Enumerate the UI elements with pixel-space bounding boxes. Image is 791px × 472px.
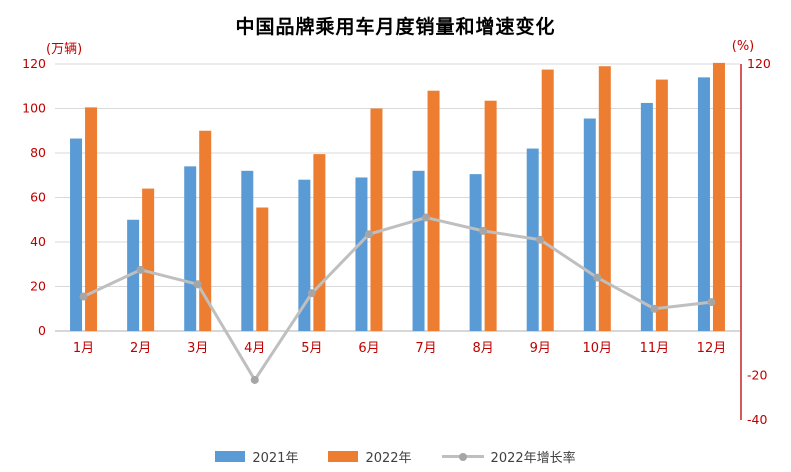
legend-swatch-2021	[215, 451, 246, 462]
bar-2021年-5月	[298, 179, 311, 331]
bar-2022年-7月	[427, 90, 440, 331]
bar-2021年-11月	[640, 102, 653, 331]
chart-title: 中国品牌乘用车月度销量和增速变化	[235, 16, 556, 38]
legend-line-marker-icon	[441, 452, 484, 461]
growth-rate-marker-6月	[364, 230, 373, 239]
bar-2022年-10月	[598, 66, 611, 331]
legend-label-2021: 2021年	[252, 451, 299, 466]
bar-2022年-5月	[313, 154, 326, 331]
legend-line-dot-icon	[458, 452, 467, 461]
bar-2021年-6月	[355, 177, 368, 331]
bar-2021年-7月	[412, 170, 425, 331]
bar-2022年-8月	[484, 100, 497, 332]
bar-2021年-1月	[70, 138, 83, 331]
growth-rate-line	[82, 216, 712, 382]
legend-item-2021: 2021年	[215, 447, 298, 466]
left-axis-tick-label: 100	[22, 101, 46, 116]
growth-rate-marker-1月	[79, 292, 88, 301]
growth-rate-marker-9月	[536, 235, 545, 244]
left-axis-tick-label: 40	[30, 234, 46, 249]
legend-item-growth-rate: 2022年增长率	[441, 447, 576, 466]
x-axis-label: 2月	[130, 341, 151, 356]
bar-2022年-6月	[370, 108, 383, 331]
left-axis-unit-label: (万辆)	[46, 42, 82, 57]
bar-2022年-4月	[256, 207, 269, 331]
right-axis-unit-label: (%)	[732, 39, 755, 54]
right-axis-tick-label: -20	[747, 368, 767, 383]
bar-2021年-10月	[583, 118, 596, 331]
left-axis-tick-label: 0	[38, 323, 46, 338]
x-axis-label: 8月	[472, 341, 493, 356]
growth-rate-marker-11月	[650, 304, 659, 313]
growth-rate-marker-5月	[307, 289, 316, 298]
left-axis-tick-label: 120	[22, 56, 46, 71]
bar-2021年-2月	[127, 219, 140, 331]
bar-2022年-12月	[712, 62, 725, 331]
x-axis-label: 12月	[697, 341, 727, 356]
left-axis-tick-label: 80	[30, 145, 46, 160]
bar-2022年-3月	[199, 130, 212, 331]
x-axis-label: 10月	[583, 341, 613, 356]
growth-rate-marker-3月	[193, 280, 202, 289]
legend-swatch-2022	[328, 451, 359, 462]
growth-rate-marker-7月	[422, 213, 431, 222]
x-axis-label: 6月	[358, 341, 379, 356]
legend-item-2022: 2022年	[328, 447, 412, 466]
legend-label-2022: 2022年	[365, 451, 412, 466]
legend: 2021年 2022年 2022年增长率	[0, 447, 791, 466]
bar-2021年-3月	[184, 166, 197, 331]
legend-label-growth-rate: 2022年增长率	[490, 451, 576, 466]
bar-2022年-11月	[655, 79, 668, 331]
bar-2021年-12月	[697, 77, 710, 331]
bar-2021年-4月	[241, 170, 254, 331]
bar-2021年-8月	[469, 174, 482, 331]
right-axis-tick-label: 120	[747, 56, 771, 71]
growth-rate-marker-12月	[707, 298, 716, 307]
bar-2022年-2月	[142, 188, 155, 331]
x-axis-label: 5月	[301, 341, 322, 356]
growth-rate-marker-10月	[593, 273, 602, 282]
bar-2022年-9月	[541, 69, 554, 331]
bar-2022年-1月	[85, 107, 98, 331]
right-axis-tick-label: -40	[747, 412, 767, 427]
growth-rate-marker-4月	[250, 375, 259, 384]
x-axis-label: 4月	[244, 341, 265, 356]
x-axis-label: 7月	[415, 341, 436, 356]
x-axis-label: 11月	[640, 341, 670, 356]
left-axis-tick-label: 60	[30, 190, 46, 205]
growth-rate-marker-8月	[479, 226, 488, 235]
x-axis-label: 9月	[530, 341, 551, 356]
growth-rate-marker-2月	[136, 265, 145, 274]
left-axis-tick-label: 20	[30, 279, 46, 294]
x-axis-label: 1月	[73, 341, 94, 356]
x-axis-label: 3月	[187, 341, 208, 356]
